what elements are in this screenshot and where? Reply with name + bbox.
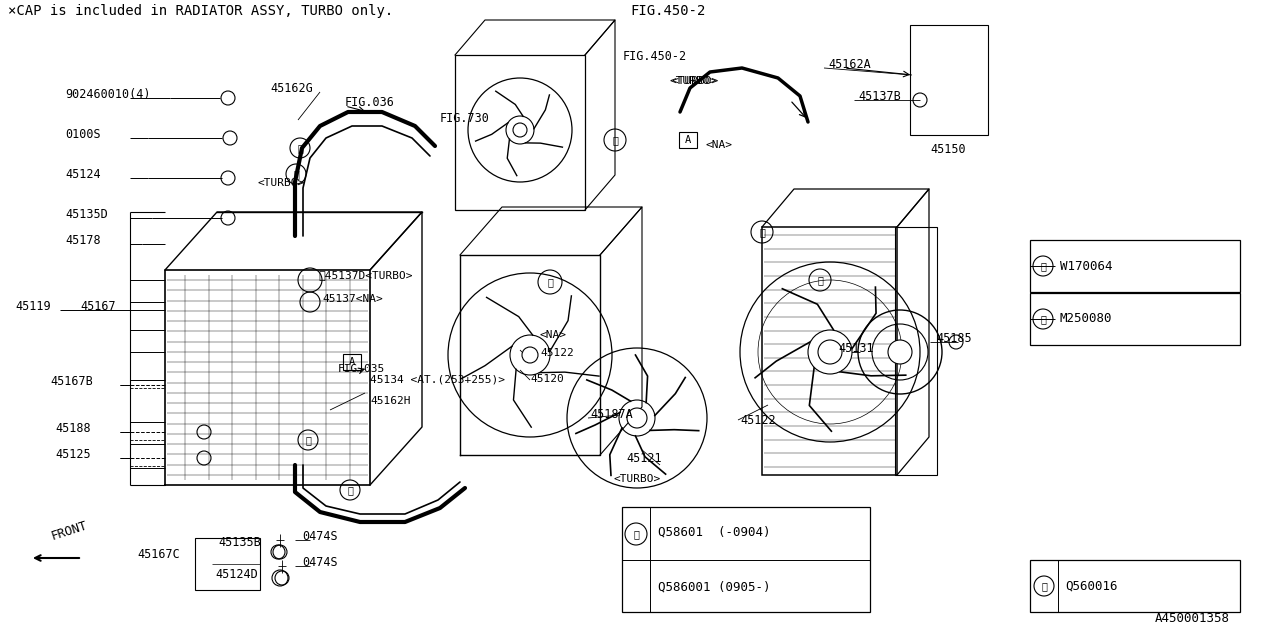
Text: 45188: 45188 xyxy=(55,422,91,435)
Text: FIG.450-2: FIG.450-2 xyxy=(623,50,687,63)
Text: 45119: 45119 xyxy=(15,300,51,313)
Text: 45162A: 45162A xyxy=(828,58,870,71)
Text: FIG.035: FIG.035 xyxy=(338,364,385,374)
Text: 0474S: 0474S xyxy=(302,556,338,569)
Text: <TURBO>: <TURBO> xyxy=(669,76,717,86)
Text: ②: ② xyxy=(1041,314,1046,324)
Text: ④: ④ xyxy=(1041,581,1047,591)
Circle shape xyxy=(513,123,527,137)
Text: 45135D: 45135D xyxy=(65,208,108,221)
Text: 45178: 45178 xyxy=(65,234,101,247)
Text: ③: ③ xyxy=(612,135,618,145)
Text: 45122: 45122 xyxy=(540,348,573,358)
Bar xyxy=(1030,293,1240,345)
Bar xyxy=(622,507,870,612)
Bar xyxy=(678,132,698,148)
Circle shape xyxy=(522,347,538,363)
Bar xyxy=(1030,240,1240,292)
Text: Q560016: Q560016 xyxy=(1065,579,1117,593)
Bar xyxy=(1030,560,1240,612)
Circle shape xyxy=(888,340,911,364)
Text: <NA>: <NA> xyxy=(540,330,567,340)
Text: 45125: 45125 xyxy=(55,448,91,461)
Text: <TURBO>: <TURBO> xyxy=(259,178,305,188)
Text: 45124: 45124 xyxy=(65,168,101,181)
Text: ②: ② xyxy=(759,227,765,237)
Circle shape xyxy=(808,330,852,374)
Text: ③: ③ xyxy=(634,529,639,539)
Text: FIG.730: FIG.730 xyxy=(440,112,490,125)
Bar xyxy=(454,55,585,210)
Text: 45167C: 45167C xyxy=(137,548,179,561)
Text: 45167B: 45167B xyxy=(50,375,92,388)
Text: 45137<NA>: 45137<NA> xyxy=(323,294,383,304)
Text: ①: ① xyxy=(297,143,303,153)
Text: 0474S: 0474S xyxy=(302,530,338,543)
Text: A: A xyxy=(685,135,691,145)
Text: Q58601  (-0904): Q58601 (-0904) xyxy=(658,525,771,538)
Bar xyxy=(195,538,260,590)
Text: ①: ① xyxy=(1041,261,1046,271)
Text: FRONT: FRONT xyxy=(50,519,90,543)
Text: 45120: 45120 xyxy=(530,374,563,384)
Text: ④: ④ xyxy=(547,277,553,287)
Text: 45187A: 45187A xyxy=(590,408,632,421)
Text: FIG.450-2: FIG.450-2 xyxy=(630,4,705,18)
Bar xyxy=(762,227,897,475)
Text: ③: ③ xyxy=(293,169,300,179)
Bar xyxy=(910,25,988,135)
Text: 45162H: 45162H xyxy=(370,396,411,406)
Text: 45162G: 45162G xyxy=(270,82,312,95)
Text: ③: ③ xyxy=(817,275,823,285)
Text: ①: ① xyxy=(305,435,311,445)
Text: 45167: 45167 xyxy=(79,300,115,313)
Bar xyxy=(343,354,361,370)
Text: 45185: 45185 xyxy=(936,332,972,345)
Text: 0100S: 0100S xyxy=(65,128,101,141)
Text: 45150: 45150 xyxy=(931,143,965,156)
Text: W170064: W170064 xyxy=(1060,259,1112,273)
Text: 45137B: 45137B xyxy=(858,90,901,103)
Text: 902460010(4): 902460010(4) xyxy=(65,88,151,101)
Text: 45135B: 45135B xyxy=(218,536,261,549)
Text: 45124D: 45124D xyxy=(215,568,257,581)
Text: <TURBO>: <TURBO> xyxy=(614,474,662,484)
Text: <TURBO>: <TURBO> xyxy=(672,76,719,86)
Text: 45134 <AT.(253+255)>: 45134 <AT.(253+255)> xyxy=(370,374,506,384)
Text: A450001358: A450001358 xyxy=(1155,612,1230,625)
Text: FIG.036: FIG.036 xyxy=(346,96,394,109)
Circle shape xyxy=(818,340,842,364)
Circle shape xyxy=(627,408,646,428)
Bar xyxy=(895,227,937,475)
Text: ※45137D<TURBO>: ※45137D<TURBO> xyxy=(317,270,412,280)
Text: 45131: 45131 xyxy=(838,342,874,355)
Text: M250080: M250080 xyxy=(1060,312,1112,326)
Text: ×CAP is included in RADIATOR ASSY, TURBO only.: ×CAP is included in RADIATOR ASSY, TURBO… xyxy=(8,4,393,18)
Text: 45122: 45122 xyxy=(740,414,776,427)
Text: 45121: 45121 xyxy=(626,452,662,465)
Text: A: A xyxy=(349,357,355,367)
Text: <NA>: <NA> xyxy=(707,140,733,150)
Text: ①: ① xyxy=(347,485,353,495)
Text: Q586001 (0905-): Q586001 (0905-) xyxy=(658,580,771,593)
